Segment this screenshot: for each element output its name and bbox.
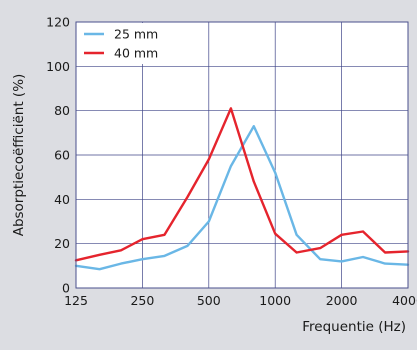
y-tick-label: 80 <box>54 103 70 118</box>
y-tick-label: 100 <box>46 59 70 74</box>
x-axis-label: Frequentie (Hz) <box>302 319 406 335</box>
x-tick-label: 125 <box>64 293 88 308</box>
y-tick-label: 40 <box>54 192 70 207</box>
tick-labels: 0 20 40 60 80 100 120 125 250 500 1000 2000 4000 <box>46 15 417 309</box>
y-axis-label: Absorptiecoëfficiënt (%) <box>11 74 27 237</box>
legend-label: 25 mm <box>114 27 158 42</box>
x-tick-label: 250 <box>130 293 154 308</box>
series-line-2 <box>74 107 410 262</box>
y-tick-label: 60 <box>54 148 70 163</box>
y-tick-label: 20 <box>54 236 70 251</box>
series-lines <box>74 107 410 271</box>
x-tick-label: 1000 <box>259 293 291 308</box>
legend-box <box>77 23 176 64</box>
plot-border <box>75 21 409 289</box>
legend: 25 mm 40 mm <box>77 23 176 64</box>
x-tick-label: 2000 <box>326 293 358 308</box>
x-tick-label: 4000 <box>392 293 417 308</box>
y-tick-label: 120 <box>46 15 70 30</box>
y-tick-label: 0 <box>62 281 70 296</box>
x-tick-label: 500 <box>197 293 221 308</box>
legend-label: 40 mm <box>114 46 158 61</box>
